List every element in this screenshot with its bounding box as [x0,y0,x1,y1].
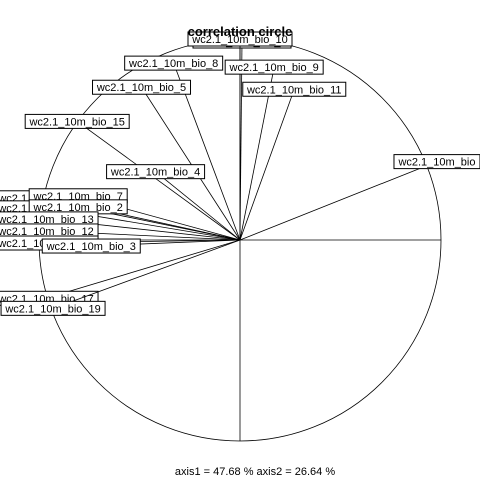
label-box-wc2-1-10m-bio-5 [92,79,192,95]
label-wc2-1-10m-bio-2: wc2.1_10m_bio_2 [33,202,123,214]
label-wc2-1-10m-bio-10: wc2.1_10m_bio_10 [191,34,287,46]
label-box-wc2-1-10m-bio-8 [124,55,224,71]
arrow-wc2-1-10m-bio-4 [155,171,241,241]
arrow-wc2-1-10m-bio-17 [45,239,241,299]
label-box-wc2-1-10m-bio-4 [106,164,206,180]
label-wc2-1-10m-bio-11: wc2.1_10m_bio_11 [246,84,342,96]
label-box-wc2-1-10m-bio-10 [187,31,293,47]
arrow-wc2-1-10m-bio [239,161,438,241]
chart-title: correlation circle [188,24,293,39]
label-box-wc2-1-10m-bio-19 [0,300,106,316]
label-wc2-1-10m-bio-9: wc2.1_10m_bio_9 [229,62,319,74]
label-wc2-1-10m-bio-13: wc2.1_10m_bio_13 [0,214,94,226]
label-wc2-1-10m-bio-19: wc2.1_10m_bio_19 [4,303,100,315]
label-wc2-1-10m-bio: wc2.1_10m_bio [397,157,475,169]
arrow-wc2-1-10m-bio-5 [141,87,241,241]
label-box-wc2-1-10m-bio-3 [41,238,141,254]
arrow-wc2-1-10m-bio-11 [239,89,295,241]
label-box-wc2-1-10m-bio-15 [24,113,130,129]
label-wc2-1-10m-bio-15: wc2.1_10m_bio_15 [28,116,124,128]
arrow-wc2-1-10m-bio-19 [52,239,241,309]
arrow-wc2-1-10m-bio-15 [76,121,241,241]
label-wc2-1-10m-bio-12: wc2.1_10m_bio_12 [0,226,94,238]
chart-caption: axis1 = 47.68 % axis2 = 26.64 % [175,466,335,478]
label-box-wc2-1-10m-bio-9 [224,59,324,75]
label-box-wc2-1-10m-bio-11 [242,81,347,97]
label-wc2-1-10m-bio-4: wc2.1_10m_bio_4 [110,167,200,179]
label-wc2-1-10m-bio-8: wc2.1_10m_bio_8 [128,58,218,70]
label-wc2-1-10m-bio-5: wc2.1_10m_bio_5 [96,82,186,94]
label-wc2-1-10m-bio-3: wc2.1_10m_bio_3 [46,241,136,253]
